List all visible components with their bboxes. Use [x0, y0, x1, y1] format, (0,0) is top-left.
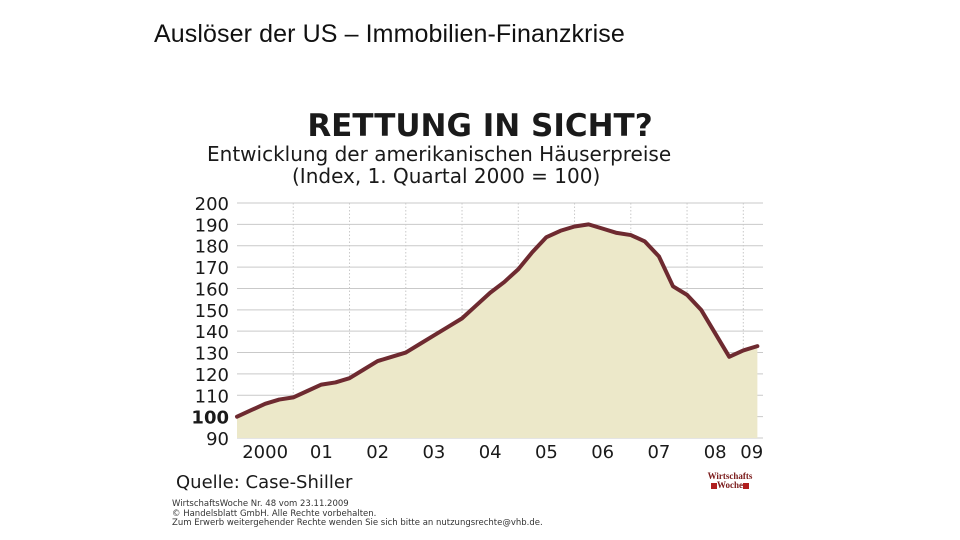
y-tick-label: 140	[195, 322, 229, 343]
x-tick-label: 01	[310, 442, 333, 463]
x-tick-label: 03	[422, 442, 445, 463]
slide-title: Auslöser der US – Immobilien-Finanzkrise	[154, 20, 625, 48]
chart-source: Quelle: Case-Shiller	[176, 472, 353, 493]
y-tick-label: 190	[195, 215, 229, 236]
chart-subtitle: Entwicklung der amerikanischen Häuserpre…	[207, 143, 767, 187]
y-tick-label: 130	[195, 344, 229, 365]
y-tick-label: 150	[195, 301, 229, 322]
logo-line2-text: Woche	[717, 480, 743, 490]
series-line	[235, 222, 760, 419]
logo-line1: Wirtschafts	[707, 471, 753, 481]
y-tick-label: 160	[195, 279, 229, 300]
x-tick-label: 2000	[242, 442, 288, 463]
x-tick-label: 02	[366, 442, 389, 463]
x-tick-label: 05	[535, 442, 558, 463]
imprint-line2: © Handelsblatt GmbH. Alle Rechte vorbeha…	[172, 508, 377, 519]
y-tick-label: 200	[195, 194, 229, 215]
y-tick-label: 180	[195, 237, 229, 258]
chart-subtitle-line1: Entwicklung der amerikanischen Häuserpre…	[207, 142, 672, 166]
x-tick-label: 06	[591, 442, 614, 463]
y-tick-label: 120	[195, 365, 229, 386]
x-tick-label: 07	[647, 442, 670, 463]
y-tick-label: 110	[195, 386, 229, 407]
chart-title: RETTUNG IN SICHT?	[307, 108, 653, 144]
imprint-line3: Zum Erwerb weitergehender Rechte wenden …	[172, 518, 543, 528]
y-tick-label: 90	[206, 429, 229, 450]
x-tick-label: 09	[740, 442, 763, 463]
wirtschaftswoche-logo: Wirtschafts Woche	[697, 472, 763, 492]
x-tick-label: 08	[704, 442, 727, 463]
chart-subtitle-line2: (Index, 1. Quartal 2000 = 100)	[292, 164, 601, 188]
logo-line2: Woche	[697, 481, 763, 490]
y-tick-label: 170	[195, 258, 229, 279]
x-tick-label: 04	[479, 442, 502, 463]
series-area	[237, 224, 758, 438]
imprint: WirtschaftsWoche Nr. 48 vom 23.11.2009 ©…	[172, 499, 543, 529]
y-tick-label: 100	[191, 408, 229, 429]
imprint-line1: WirtschaftsWoche Nr. 48 vom 23.11.2009	[172, 499, 349, 509]
